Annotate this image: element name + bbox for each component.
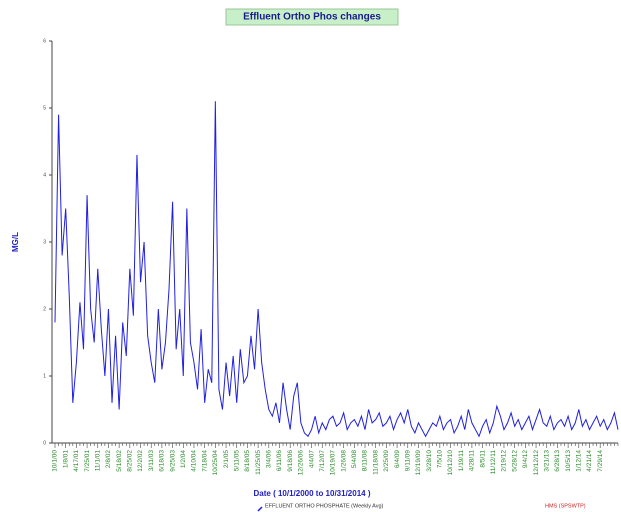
x-tick-label: 5/28/12: [511, 450, 518, 472]
x-tick-label: 11/1/01: [94, 450, 101, 472]
x-tick-label: 11/18/08: [372, 450, 379, 475]
legend-swatch: [257, 506, 263, 512]
x-tick-label: 5/11/05: [233, 450, 240, 472]
x-tick-label: 9/25/03: [169, 450, 176, 472]
x-tick-label: 5/18/02: [116, 450, 123, 472]
x-tick-label: 3/21/13: [543, 450, 550, 472]
x-tick-label: 6/28/13: [554, 450, 561, 472]
x-tick-label: 4/4/07: [308, 450, 315, 468]
x-tick-label: 7/5/10: [437, 450, 444, 468]
x-tick-label: 8/25/02: [127, 450, 134, 472]
x-tick-label: 10/5/13: [565, 450, 572, 472]
x-tick-label: 7/12/07: [319, 450, 326, 472]
x-tick-label: 8/18/05: [244, 450, 251, 472]
x-tick-label: 6/4/09: [394, 450, 401, 468]
x-tick-label: 12/12/12: [533, 450, 540, 476]
y-tick-label: 1: [43, 373, 46, 379]
data-line: [54, 101, 619, 438]
x-tick-label: 1/26/08: [340, 450, 347, 472]
legend-label: EFFLUENT ORTHO PHOSPHATE (Weekly Avg): [265, 503, 384, 509]
x-tick-label: 7/25/01: [84, 450, 91, 472]
x-tick-label: 11/12/11: [490, 450, 497, 475]
x-tick-label: 1/19/11: [458, 450, 465, 472]
x-tick-label: 7/18/04: [201, 450, 208, 472]
x-tick-label: 10/12/10: [447, 450, 454, 476]
chart-title: Effluent Ortho Phos changes: [243, 12, 381, 23]
y-tick-label: 2: [43, 306, 46, 312]
x-tick-label: 12/19/09: [415, 450, 422, 476]
x-tick-label: 3/4/06: [266, 450, 273, 468]
x-tick-label: 4/28/11: [469, 450, 476, 472]
x-tick-label: 2/8/02: [105, 450, 112, 468]
y-tick-label: 4: [43, 172, 46, 178]
x-tick-label: 8/5/11: [479, 450, 486, 468]
title-box: [225, 8, 399, 26]
x-tick-label: 2/19/12: [501, 450, 508, 472]
y-tick-label: 0: [43, 440, 46, 446]
x-tick-label: 4/10/04: [191, 450, 198, 472]
y-tick-label: 5: [43, 105, 46, 111]
x-tick-label: 1/8/01: [62, 450, 69, 468]
x-axis-label: Date ( 10/1/2000 to 10/31/2014 ): [254, 489, 371, 498]
x-tick-label: 6/18/03: [159, 450, 166, 472]
x-tick-label: 7/29/14: [597, 450, 604, 472]
x-tick-label: 4/21/14: [586, 450, 593, 472]
x-tick-label: 11/25/05: [255, 450, 262, 475]
x-tick-label: 3/28/10: [426, 450, 433, 472]
x-tick-label: 3/11/03: [148, 450, 155, 472]
x-tick-label: 10/1/00: [52, 450, 59, 472]
footer-note: HMS (SPSWTP): [545, 503, 586, 509]
x-tick-label: 9/11/09: [404, 450, 411, 472]
x-tick-label: 9/4/12: [522, 450, 529, 468]
x-tick-label: 10/19/07: [330, 450, 337, 476]
x-tick-label: 10/25/04: [212, 450, 219, 476]
y-tick-label: 6: [43, 38, 46, 44]
x-tick-label: 9/18/06: [287, 450, 294, 472]
x-tick-label: 6/11/06: [276, 450, 283, 472]
x-tick-label: 5/4/08: [351, 450, 358, 468]
x-tick-label: 12/26/06: [298, 450, 305, 476]
x-tick-label: 1/12/14: [576, 450, 583, 472]
x-tick-label: 4/17/01: [73, 450, 80, 472]
x-tick-label: 12/2/02: [137, 450, 144, 472]
x-tick-label: 2/25/09: [383, 450, 390, 472]
x-tick-label: 1/2/04: [180, 450, 187, 468]
y-tick-label: 3: [43, 239, 46, 245]
x-tick-label: 8/11/08: [362, 450, 369, 472]
x-tick-label: 2/1/05: [223, 450, 230, 468]
y-axis-label: MG/L: [11, 232, 20, 252]
